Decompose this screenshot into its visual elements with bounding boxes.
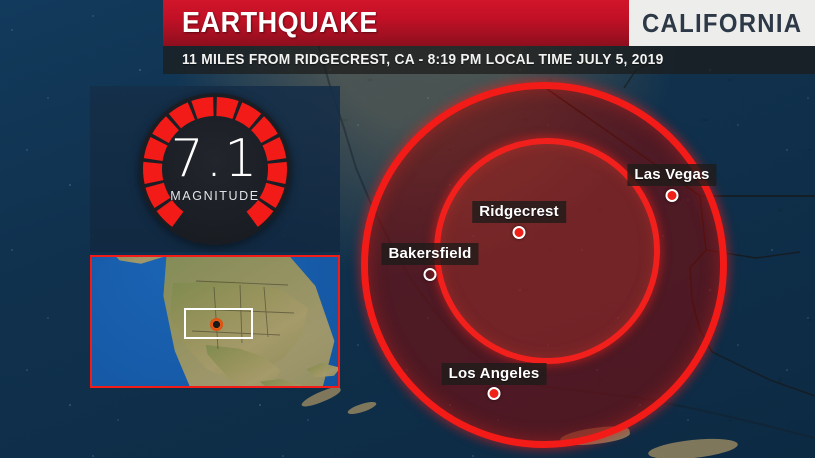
gauge-segment <box>143 161 164 185</box>
gauge-segment <box>145 182 171 208</box>
headline-banner: EARTHQUAKE CALIFORNIA <box>163 0 815 46</box>
gauge-segment <box>259 182 285 208</box>
magnitude-gauge: 7.1 MAGNITUDE <box>139 93 291 245</box>
gauge-segment <box>246 199 274 227</box>
city-dot-los-angeles <box>487 387 501 400</box>
city-label-los-angeles: Los Angeles <box>441 363 547 385</box>
region-label: CALIFORNIA <box>641 7 803 38</box>
subtitle-text: 11 MILES FROM RIDGECREST, CA - 8:19 PM L… <box>182 52 664 68</box>
gauge-segment <box>262 137 287 162</box>
inset-highlight-box <box>184 308 253 339</box>
gauge-segment <box>266 161 287 185</box>
gauge-segment <box>152 116 179 144</box>
magnitude-value: 7.1 <box>170 129 260 189</box>
subtitle-bar: 11 MILES FROM RIDGECREST, CA - 8:19 PM L… <box>163 46 815 74</box>
region-badge: CALIFORNIA <box>629 0 815 46</box>
city-label-ridgecrest: Ridgecrest <box>472 201 566 223</box>
gauge-segment <box>251 116 278 144</box>
inset-locator-map[interactable] <box>90 255 340 388</box>
city-dot-las-vegas <box>665 189 679 202</box>
inset-epicenter-marker <box>210 318 223 331</box>
page-title: EARTHQUAKE <box>182 6 378 39</box>
city-dot-ridgecrest <box>512 226 526 239</box>
city-label-las-vegas: Las Vegas <box>627 164 717 186</box>
headline-banner-red: EARTHQUAKE <box>163 0 629 46</box>
gauge-segment <box>191 97 214 119</box>
magnitude-panel: 7.1 MAGNITUDE <box>90 86 340 252</box>
gauge-segment <box>156 199 184 227</box>
city-dot-bakersfield <box>423 268 437 281</box>
magnitude-unit-label: MAGNITUDE <box>170 189 260 203</box>
gauge-segment <box>168 102 195 129</box>
gauge-segment <box>143 137 168 162</box>
gauge-segments <box>143 97 287 227</box>
gauge-segment <box>235 102 262 129</box>
city-label-bakersfield: Bakersfield <box>381 243 479 265</box>
gauge-segment <box>216 97 239 119</box>
